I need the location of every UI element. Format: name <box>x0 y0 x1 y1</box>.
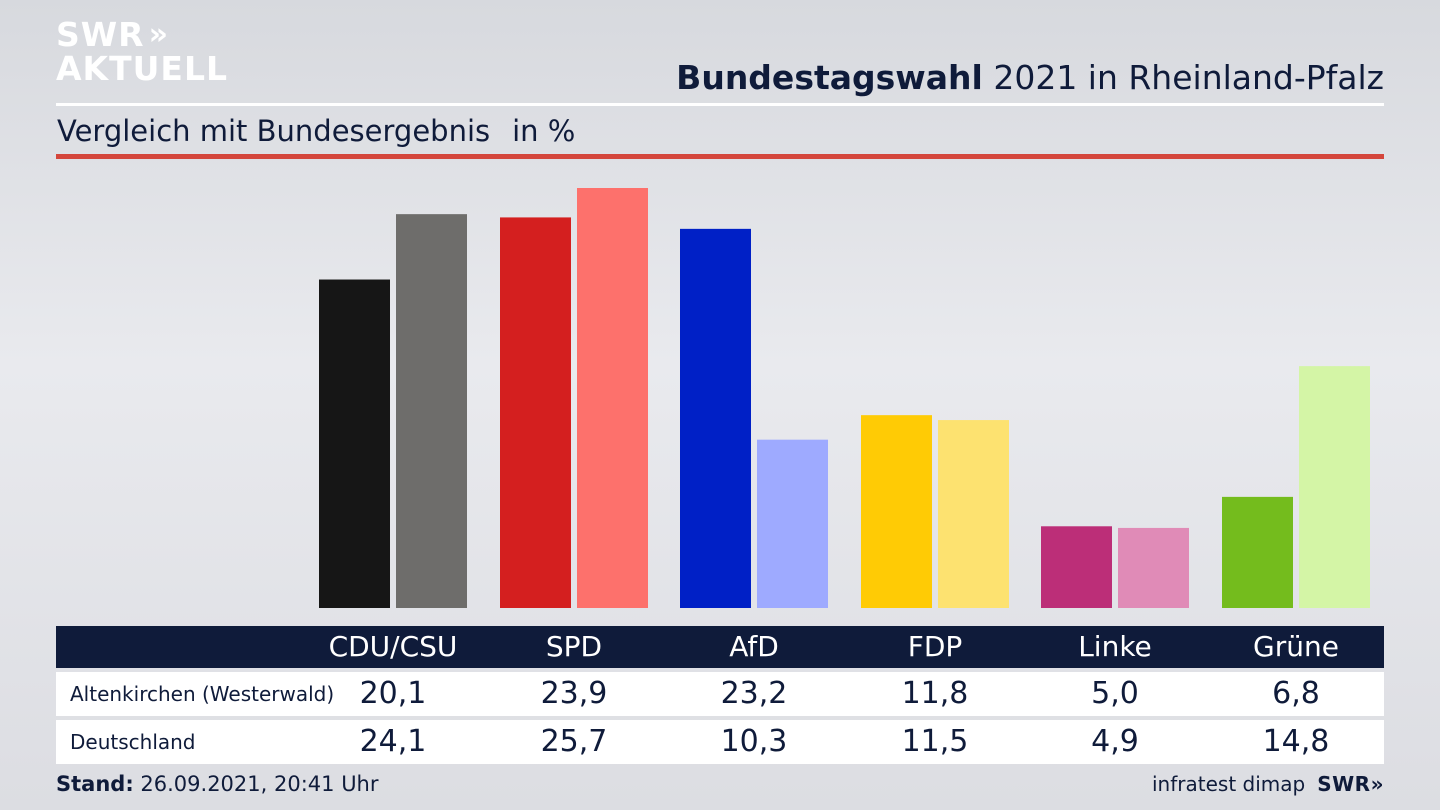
results-table: CDU/CSU SPD AfD FDP Linke Grüne Altenkirchen … <box>56 626 1384 764</box>
subtitle-unit: in % <box>512 114 576 148</box>
accent-divider <box>56 154 1384 159</box>
column-header: Linke <box>1078 630 1152 663</box>
table-row: Deutschland 24,1 25,7 10,3 11,5 4,9 14,8 <box>56 720 1384 764</box>
page-title: Bundestagswahl 2021 in Rheinland-Pfalz <box>676 58 1384 97</box>
table-header-row: CDU/CSU SPD AfD FDP Linke Grüne <box>56 626 1384 668</box>
table-cell: 11,5 <box>901 724 969 759</box>
bar-afd-deutschland <box>757 439 828 608</box>
table-cell: 6,8 <box>1272 676 1320 711</box>
table-cell: 5,0 <box>1091 676 1139 711</box>
title-divider <box>56 103 1384 106</box>
table-cell: 10,3 <box>720 724 788 759</box>
bar-linke-altenkirchen <box>1041 526 1112 608</box>
table-cell: 20,1 <box>359 676 427 711</box>
bar-cducsu-deutschland <box>396 214 467 608</box>
source-label: infratest dimap <box>1152 772 1306 796</box>
title-rest: 2021 in Rheinland-Pfalz <box>993 58 1384 97</box>
bar-cducsu-altenkirchen <box>319 279 390 608</box>
row-label: Altenkirchen (Westerwald) <box>70 682 335 706</box>
table-row: Altenkirchen (Westerwald) 20,1 23,9 23,2 11,… <box>56 672 1384 716</box>
subtitle-text: Vergleich mit Bundesergebnis <box>57 114 491 148</box>
bar-grüne-deutschland <box>1299 366 1370 608</box>
column-header: Grüne <box>1253 630 1339 663</box>
table-cell: 23,2 <box>720 676 788 711</box>
logo-line1: SWR <box>56 15 145 54</box>
table-cell: 4,9 <box>1091 724 1139 759</box>
table-cell: 14,8 <box>1262 724 1330 759</box>
column-header: CDU/CSU <box>328 630 458 663</box>
bar-fdp-altenkirchen <box>861 415 932 608</box>
source-credit: infratest dimap SWR» <box>1152 772 1384 796</box>
column-header: FDP <box>907 630 963 663</box>
bar-chart <box>319 188 1370 609</box>
logo-line2: AKTUELL <box>56 49 229 88</box>
swr-brand: SWR» <box>1317 772 1384 796</box>
column-header: AfD <box>729 630 779 663</box>
stand-timestamp: Stand: 26.09.2021, 20:41 Uhr <box>56 772 379 796</box>
column-header: SPD <box>545 630 603 663</box>
swr-aktuell-logo: SWR» AKTUELL <box>56 18 228 86</box>
table-cell: 11,8 <box>901 676 969 711</box>
table-cell: 24,1 <box>359 724 427 759</box>
table-cell: 23,9 <box>540 676 608 711</box>
bar-spd-altenkirchen <box>500 217 571 609</box>
stand-value: 26.09.2021, 20:41 Uhr <box>140 772 379 796</box>
bar-linke-deutschland <box>1118 527 1189 608</box>
bar-grüne-altenkirchen <box>1222 496 1293 608</box>
row-label: Deutschland <box>70 730 196 754</box>
bar-spd-deutschland <box>577 188 648 608</box>
bar-afd-altenkirchen <box>680 228 751 609</box>
table-cell: 25,7 <box>540 724 608 759</box>
title-bold: Bundestagswahl <box>676 58 983 97</box>
bar-fdp-deutschland <box>938 420 1009 608</box>
subtitle: Vergleich mit Bundesergebnis in % <box>57 114 575 148</box>
stand-label: Stand: <box>56 772 134 796</box>
